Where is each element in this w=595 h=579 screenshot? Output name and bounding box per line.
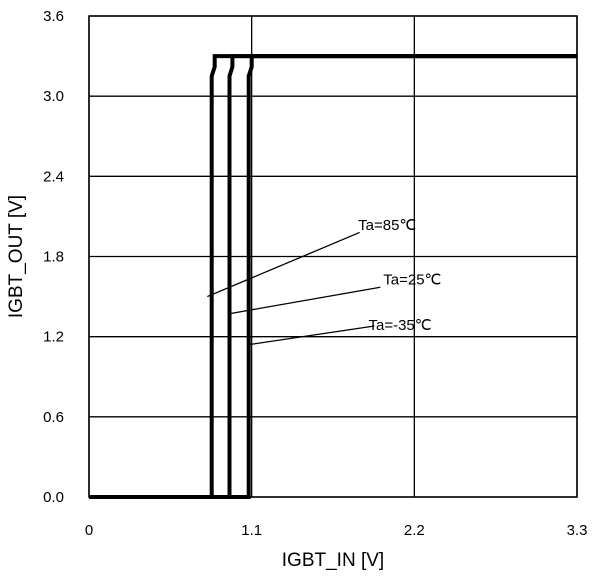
- y-axis-label: IGBT_OUT [V]: [6, 195, 27, 318]
- y-tick-label: 2.4: [43, 168, 64, 185]
- y-tick-label: 1.2: [43, 329, 64, 346]
- plot-frame: [88, 15, 578, 498]
- annotation-leader-line: [227, 286, 381, 315]
- x-tick-labels: 0 1.1 2.2 3.3: [85, 522, 588, 539]
- y-tick-labels: 0.0 0.6 1.2 1.8 2.4 3.0 3.6: [43, 8, 64, 506]
- y-tick-label: 1.8: [43, 249, 64, 266]
- x-tick-label: 1.1: [241, 522, 262, 539]
- series-group: [89, 54, 577, 499]
- x-tick-label: 2.2: [404, 522, 425, 539]
- annotation-leader-line: [207, 231, 360, 298]
- y-tick-label: 3.0: [43, 88, 64, 105]
- y-tick-label: 0.6: [43, 409, 64, 426]
- x-axis-label: IGBT_IN [V]: [282, 550, 384, 571]
- annotation-leader-line: [248, 325, 375, 346]
- annotation-label: Ta=-35℃: [368, 317, 431, 334]
- annotation-label: Ta=25℃: [383, 272, 441, 289]
- annotation-label: Ta=85℃: [358, 217, 416, 234]
- x-tick-label: 0: [85, 522, 93, 539]
- series-line-1: [89, 54, 577, 499]
- grid: [88, 15, 578, 498]
- y-tick-label: 0.0: [43, 489, 64, 506]
- series-line-0: [89, 54, 577, 499]
- x-tick-label: 3.3: [567, 522, 588, 539]
- annotations-group: Ta=85℃ Ta=25℃ Ta=-35℃: [207, 217, 441, 346]
- y-tick-label: 3.6: [43, 8, 64, 25]
- series-line-2: [89, 54, 577, 499]
